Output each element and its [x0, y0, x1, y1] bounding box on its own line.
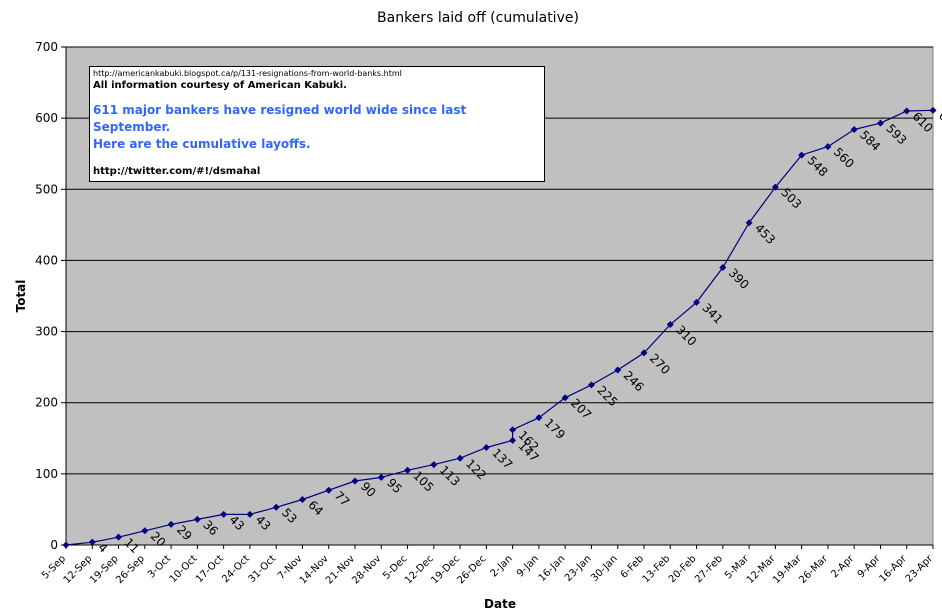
data-point: [666, 320, 674, 328]
y-tick-label: 0: [50, 538, 58, 552]
data-point: [115, 533, 123, 541]
x-tick-label: 16-Jan: [537, 553, 568, 584]
data-point: [745, 219, 753, 227]
courtesy-text: All information courtesy of American Kab…: [93, 80, 347, 91]
data-point: [693, 298, 701, 306]
headline-line-2: Here are the cumulative layoffs.: [93, 137, 311, 151]
data-point: [614, 366, 622, 374]
headline-line-1: 611 major bankers have resigned world wi…: [93, 103, 467, 134]
y-tick-label: 100: [35, 467, 58, 481]
data-point: [482, 444, 490, 452]
data-point: [167, 520, 175, 528]
data-point: [535, 414, 543, 422]
y-tick-label: 500: [35, 182, 58, 196]
x-tick-label: 2-Jan: [489, 553, 515, 579]
data-point: [298, 495, 306, 503]
x-tick-label: 2-Apr: [829, 553, 857, 581]
source-url: http://americankabuki.blogspot.ca/p/131-…: [93, 69, 402, 78]
data-point: [850, 126, 858, 134]
data-label: 611: [936, 109, 942, 135]
data-point: [430, 461, 438, 469]
data-point: [404, 466, 412, 474]
series-line: [62, 106, 937, 549]
x-tick-label: 28-Nov: [350, 553, 383, 586]
x-tick-label: 17-Oct: [194, 553, 226, 585]
x-axis-title: Date: [484, 597, 516, 611]
data-point: [62, 541, 70, 549]
data-point: [509, 436, 517, 444]
x-tick-label: 24-Oct: [220, 553, 252, 585]
x-tick-label: 26-Sep: [114, 553, 147, 586]
axes: [65, 47, 933, 546]
x-tick-label: 23-Apr: [904, 553, 936, 585]
y-tick-label: 400: [35, 253, 58, 267]
headline-text: 611 major bankers have resigned world wi…: [93, 102, 541, 153]
data-point: [220, 510, 228, 518]
y-axis-ticks: 0 100 200 300 400 500 600 700: [35, 40, 66, 552]
data-point: [456, 454, 464, 462]
info-box: http://americankabuki.blogspot.ca/p/131-…: [89, 66, 545, 182]
x-tick-label: 13-Feb: [641, 553, 673, 585]
y-tick-label: 600: [35, 111, 58, 125]
data-point: [824, 143, 832, 151]
data-point: [246, 510, 254, 518]
data-point: [377, 473, 385, 481]
y-tick-label: 200: [35, 396, 58, 410]
data-point: [929, 106, 937, 114]
x-tick-label: 30-Jan: [589, 553, 620, 584]
y-tick-label: 300: [35, 325, 58, 339]
y-axis-title: Total: [14, 280, 28, 313]
x-tick-label: 20-Feb: [667, 553, 699, 585]
chart-title: Bankers laid off (cumulative): [377, 10, 579, 26]
data-point: [771, 183, 779, 191]
x-tick-label: 10-Oct: [168, 553, 200, 585]
data-point: [903, 107, 911, 115]
x-tick-label: 23-Jan: [563, 553, 594, 584]
data-point: [193, 515, 201, 523]
data-point: [561, 394, 569, 402]
data-point: [509, 426, 517, 434]
data-point: [640, 349, 648, 357]
data-point: [88, 538, 96, 546]
data-point: [719, 264, 727, 272]
data-point: [351, 477, 359, 485]
data-point: [587, 381, 595, 389]
data-point: [876, 119, 884, 127]
data-point: [325, 486, 333, 494]
x-tick-label: 26-Dec: [455, 553, 488, 586]
x-tick-label: 26-Mar: [797, 553, 830, 586]
data-point: [798, 151, 806, 159]
y-tick-label: 700: [35, 40, 58, 54]
x-tick-label: 16-Apr: [877, 553, 909, 585]
data-point: [272, 503, 280, 511]
x-tick-label: 27-Feb: [693, 553, 725, 585]
twitter-link-text: http://twitter.com/#!/dsmahal: [93, 166, 261, 177]
data-point: [141, 527, 149, 535]
x-tick-label: 31-Oct: [247, 553, 279, 585]
